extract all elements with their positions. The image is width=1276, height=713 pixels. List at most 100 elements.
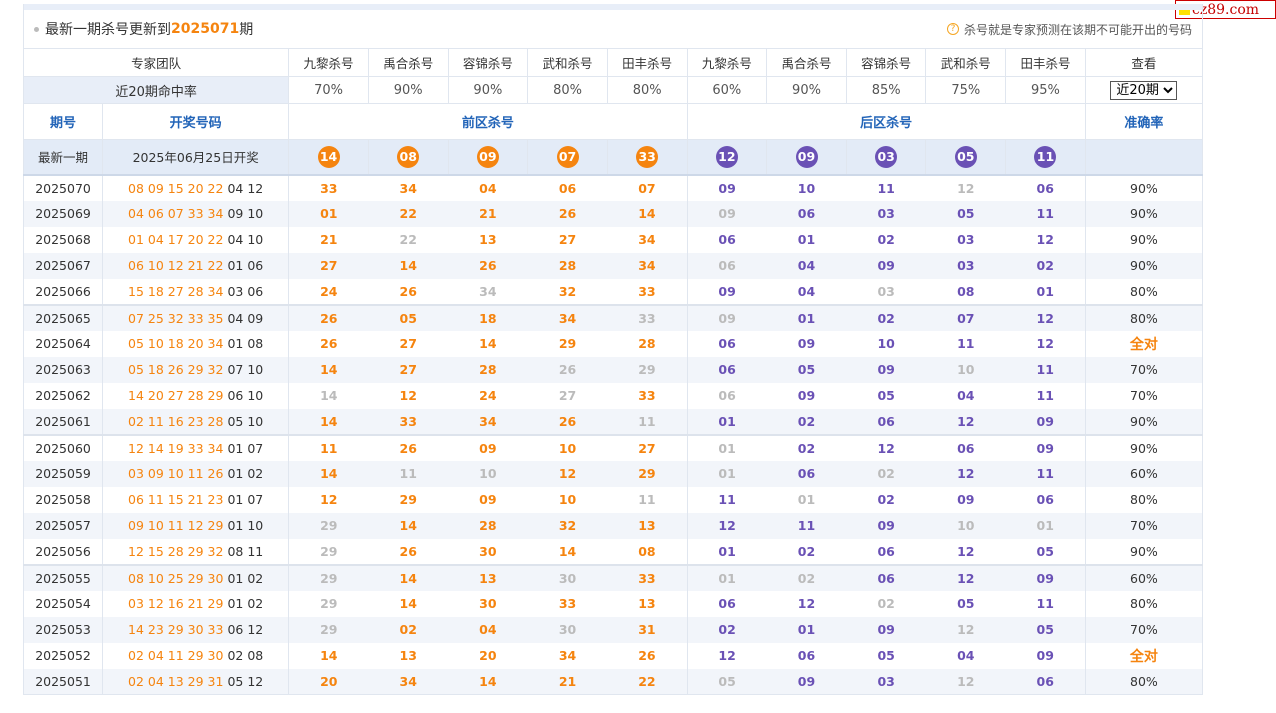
back-kill-number: 06: [957, 440, 975, 456]
history-row: 2025059 03 09 10 11 26 01 02 14 11 10 12 29 01 0…: [22, 460, 1204, 487]
history-row: 2025068 01 04 17 20 22 04 10 21 22 13 27 34 06 0…: [22, 226, 1204, 253]
issue-number: 2025054: [22, 590, 104, 617]
back-kill-number: 05: [877, 648, 895, 663]
back-kill-number: 06: [687, 252, 767, 279]
back-kill-number: 03: [846, 200, 926, 227]
front-kill-number: 28: [607, 330, 688, 357]
back-kill-number: 04: [957, 648, 975, 663]
front-kill-number: 29: [288, 616, 369, 643]
front-kill-number: 21: [527, 668, 608, 695]
front-draw-numbers: 08 09 15 20 22: [128, 180, 224, 196]
expert-name: 禹合杀号: [766, 48, 847, 77]
back-kill-number: 06: [1036, 180, 1054, 196]
expert-name: 武和杀号: [925, 48, 1007, 77]
back-kill-number: 04: [766, 278, 847, 306]
question-circle-icon: ?: [946, 23, 959, 35]
front-kill-number: 29: [399, 492, 417, 507]
front-kill-number: 05: [368, 304, 449, 331]
back-kill-number: 01: [687, 538, 767, 566]
back-kill-number: 12: [925, 408, 1006, 436]
front-kill-number: 24: [288, 278, 369, 306]
panel-top-bar: [23, 4, 1203, 10]
front-kill-number: 18: [448, 304, 528, 331]
latest-accuracy-empty: [1084, 139, 1204, 176]
front-draw-numbers: 02 11 16 23 28: [128, 413, 224, 429]
back-kill-number: 11: [718, 492, 736, 507]
front-kill-number: 26: [527, 356, 608, 383]
back-kill-number: 04: [766, 252, 847, 279]
back-kill-number: 01: [766, 304, 847, 331]
expert-name: 容锦杀号: [447, 48, 529, 77]
back-kill-number: 01: [687, 564, 767, 591]
front-kill-number: 14: [288, 408, 369, 436]
back-kill-number: 11: [1005, 356, 1086, 383]
back-kill-number: 11: [1005, 460, 1086, 487]
expert-name: 田丰杀号: [606, 48, 688, 77]
issue-number: 2025060: [22, 434, 104, 461]
back-kill-number: 01: [797, 492, 816, 507]
back-kill-number: 12: [877, 440, 895, 456]
back-kill-number: 12: [925, 564, 1006, 591]
accuracy-value: 60%: [1084, 460, 1204, 487]
back-kill-number: 06: [846, 408, 926, 436]
issue-number: 2025064: [22, 330, 104, 357]
back-kill-number: 11: [766, 512, 847, 539]
history-row: 2025063 05 18 26 29 32 07 10 14 27 28 26 29 06 0…: [22, 356, 1204, 383]
front-kill-number: 06: [558, 180, 577, 196]
front-draw-numbers: 06 11 15 21 23: [128, 492, 224, 507]
issue-number: 2025061: [22, 408, 104, 436]
front-kill-ball: 09: [476, 145, 499, 168]
accuracy-value: 70%: [1084, 356, 1204, 383]
back-kill-number: 03: [957, 232, 975, 247]
title-prefix: 最新一期杀号更新到: [45, 22, 171, 38]
draw-numbers: 07 25 32 33 35 04 09: [102, 304, 290, 331]
front-kill-ball: 14: [317, 145, 340, 168]
hit-rate-value: 85%: [845, 76, 927, 104]
hit-rate-value: 70%: [288, 76, 369, 104]
period-range-select[interactable]: 近20期: [1110, 80, 1178, 100]
history-row: 2025064 05 10 18 20 34 01 08 26 27 14 29 28 06 0…: [22, 330, 1204, 357]
front-kill-number: 11: [368, 460, 449, 487]
back-kill-number: 12: [1005, 304, 1086, 331]
front-kill-number: 26: [399, 440, 417, 456]
accuracy-value: 90%: [1084, 226, 1204, 253]
front-kill-number: 30: [448, 538, 528, 566]
back-kill-number: 02: [766, 564, 847, 591]
draw-numbers: 03 12 16 21 29 01 02: [102, 590, 290, 617]
back-kill-number: 06: [1036, 492, 1054, 507]
kill-number-panel: 最新一期杀号更新到 2025071 期 ? 杀号就是专家预测在该期不可能开出的号…: [22, 4, 1204, 695]
back-kill-number: 02: [877, 232, 895, 247]
front-draw-numbers: 02 04 13 29 31: [128, 673, 224, 689]
back-kill-number: 09: [1036, 440, 1054, 456]
back-draw-numbers: 01 02: [227, 596, 264, 611]
back-kill-number: 12: [1036, 336, 1054, 351]
front-kill-number: 28: [448, 356, 528, 383]
front-draw-numbers: 03 12 16 21 29: [128, 596, 224, 611]
hit-rate-value: 95%: [1005, 76, 1086, 104]
accuracy-value: 80%: [1084, 486, 1204, 513]
back-kill-number: 02: [797, 440, 816, 456]
back-kill-number: 06: [718, 336, 736, 351]
back-draw-numbers: 04 09: [227, 310, 264, 326]
front-kill-number: 07: [607, 174, 688, 201]
back-kill-number: 01: [718, 440, 736, 456]
history-row: 2025065 07 25 32 33 35 04 09 26 05 18 34 33 09 0…: [22, 304, 1204, 331]
back-kill-number: 03: [846, 278, 926, 306]
front-kill-number: 14: [368, 252, 449, 279]
back-kill-number: 09: [846, 356, 926, 383]
front-kill-number: 02: [368, 616, 449, 643]
draw-numbers: 15 18 27 28 34 03 06: [102, 278, 290, 306]
back-draw-numbers: 01 07: [227, 440, 264, 456]
draw-numbers: 04 06 07 33 34 09 10: [102, 200, 290, 227]
issue-column-header: 期号: [22, 103, 104, 140]
back-kill-number: 02: [877, 492, 895, 507]
front-kill-number: 33: [558, 596, 577, 611]
issue-number: 2025070: [22, 174, 104, 201]
view-label: 查看: [1084, 48, 1204, 77]
back-kill-number: 05: [1005, 616, 1086, 643]
front-kill-number: 31: [607, 616, 688, 643]
front-kill-number: 14: [368, 564, 449, 591]
front-kill-number: 32: [527, 512, 608, 539]
front-kill-number: 27: [368, 356, 449, 383]
back-kill-number: 05: [1005, 538, 1086, 566]
